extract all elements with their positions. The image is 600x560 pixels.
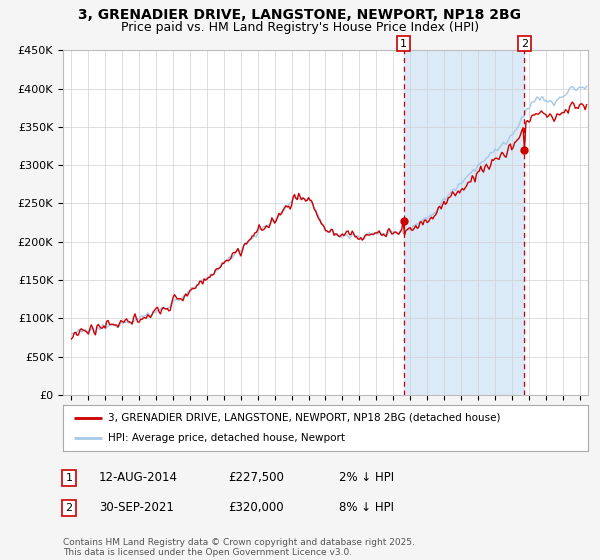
Text: 12-AUG-2014: 12-AUG-2014 bbox=[99, 471, 178, 484]
Text: £320,000: £320,000 bbox=[228, 501, 284, 515]
Bar bbox=[404, 50, 524, 395]
Text: £227,500: £227,500 bbox=[228, 471, 284, 484]
Text: Price paid vs. HM Land Registry's House Price Index (HPI): Price paid vs. HM Land Registry's House … bbox=[121, 21, 479, 34]
Text: 2% ↓ HPI: 2% ↓ HPI bbox=[339, 471, 394, 484]
Text: 1: 1 bbox=[65, 473, 73, 483]
Text: 30-SEP-2021: 30-SEP-2021 bbox=[99, 501, 174, 515]
Text: Contains HM Land Registry data © Crown copyright and database right 2025.
This d: Contains HM Land Registry data © Crown c… bbox=[63, 538, 415, 557]
Text: 2: 2 bbox=[65, 503, 73, 513]
Text: HPI: Average price, detached house, Newport: HPI: Average price, detached house, Newp… bbox=[107, 433, 344, 443]
Text: 1: 1 bbox=[400, 39, 407, 49]
Text: 2: 2 bbox=[521, 39, 528, 49]
Text: 8% ↓ HPI: 8% ↓ HPI bbox=[339, 501, 394, 515]
Text: 3, GRENADIER DRIVE, LANGSTONE, NEWPORT, NP18 2BG (detached house): 3, GRENADIER DRIVE, LANGSTONE, NEWPORT, … bbox=[107, 413, 500, 423]
Text: 3, GRENADIER DRIVE, LANGSTONE, NEWPORT, NP18 2BG: 3, GRENADIER DRIVE, LANGSTONE, NEWPORT, … bbox=[79, 8, 521, 22]
